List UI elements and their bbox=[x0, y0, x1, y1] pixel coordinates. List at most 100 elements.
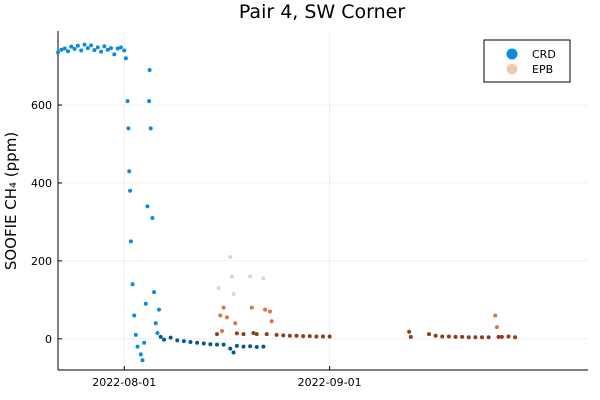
point-crd bbox=[152, 290, 157, 295]
point-epb bbox=[493, 313, 498, 318]
point-epb bbox=[287, 333, 292, 338]
point-crd bbox=[128, 188, 133, 193]
point-epb bbox=[453, 334, 458, 339]
point-epb bbox=[231, 292, 236, 297]
point-crd bbox=[228, 346, 233, 351]
point-epb bbox=[407, 329, 412, 334]
point-crd bbox=[109, 46, 113, 51]
point-epb bbox=[473, 335, 478, 340]
point-crd bbox=[231, 350, 236, 355]
point-crd bbox=[150, 216, 155, 221]
point-epb bbox=[264, 332, 269, 337]
point-epb bbox=[466, 335, 471, 340]
point-crd bbox=[153, 321, 158, 326]
point-crd bbox=[62, 46, 67, 51]
point-crd bbox=[201, 341, 206, 346]
point-crd bbox=[125, 99, 130, 104]
point-epb bbox=[513, 335, 518, 340]
point-crd bbox=[138, 352, 143, 357]
point-crd bbox=[105, 47, 110, 52]
point-epb bbox=[496, 334, 501, 339]
x-tick-label: 2022-08-01 bbox=[92, 376, 156, 389]
point-crd bbox=[175, 338, 180, 343]
point-epb bbox=[216, 286, 221, 291]
point-epb bbox=[251, 330, 256, 335]
grid bbox=[58, 31, 588, 370]
point-epb bbox=[221, 305, 226, 310]
point-crd bbox=[128, 239, 133, 244]
legend-marker-epb bbox=[506, 63, 518, 75]
point-crd bbox=[126, 126, 131, 131]
y-axis-label: SOOFIE CH₄ (ppm) bbox=[2, 132, 20, 270]
point-crd bbox=[95, 45, 100, 50]
point-epb bbox=[314, 334, 319, 339]
point-crd bbox=[158, 334, 163, 339]
point-crd bbox=[56, 50, 60, 55]
point-crd bbox=[69, 44, 74, 49]
point-epb bbox=[224, 315, 229, 320]
point-crd bbox=[123, 56, 128, 61]
point-crd bbox=[92, 48, 97, 53]
plot-frame bbox=[57, 31, 588, 371]
point-epb bbox=[480, 335, 484, 340]
point-epb bbox=[215, 332, 219, 337]
point-crd bbox=[221, 342, 226, 347]
point-crd bbox=[135, 344, 140, 349]
point-crd bbox=[115, 46, 120, 51]
point-epb bbox=[274, 332, 279, 337]
point-epb bbox=[219, 329, 224, 334]
point-crd bbox=[89, 43, 94, 48]
point-crd bbox=[133, 332, 138, 337]
point-epb bbox=[228, 255, 233, 259]
point-crd bbox=[75, 43, 80, 48]
point-epb bbox=[254, 332, 259, 337]
point-crd bbox=[59, 47, 64, 52]
y-tick-label: 400 bbox=[31, 177, 52, 190]
point-crd bbox=[79, 48, 84, 53]
y-tick-label: 200 bbox=[31, 255, 52, 268]
legend: CRD EPB bbox=[483, 39, 571, 83]
point-crd bbox=[162, 337, 166, 342]
point-crd bbox=[181, 339, 186, 344]
point-epb bbox=[234, 331, 239, 336]
point-epb bbox=[294, 333, 299, 338]
point-crd bbox=[102, 44, 107, 49]
point-crd bbox=[72, 46, 77, 51]
series-epb bbox=[215, 255, 518, 340]
point-epb bbox=[301, 334, 306, 339]
point-crd bbox=[261, 344, 266, 349]
point-epb bbox=[427, 332, 431, 337]
point-crd bbox=[127, 169, 132, 174]
point-crd bbox=[143, 301, 148, 306]
point-epb bbox=[269, 319, 274, 324]
legend-label-epb: EPB bbox=[532, 63, 553, 76]
point-crd bbox=[145, 204, 150, 209]
point-crd bbox=[188, 339, 193, 344]
chart-title: Pair 4, SW Corner bbox=[239, 1, 406, 23]
data-marks bbox=[56, 42, 518, 363]
point-crd bbox=[147, 99, 152, 104]
point-epb bbox=[486, 335, 491, 340]
point-epb bbox=[460, 334, 465, 339]
point-epb bbox=[218, 313, 223, 318]
point-crd bbox=[140, 358, 145, 363]
point-crd bbox=[130, 282, 135, 287]
point-crd bbox=[142, 340, 147, 345]
point-crd bbox=[168, 335, 173, 340]
point-epb bbox=[446, 334, 451, 339]
point-crd bbox=[241, 344, 246, 349]
point-crd bbox=[122, 48, 127, 53]
point-epb bbox=[321, 334, 325, 339]
point-crd bbox=[82, 42, 87, 47]
point-epb bbox=[499, 334, 504, 339]
legend-label-crd: CRD bbox=[532, 48, 556, 61]
point-crd bbox=[99, 49, 104, 54]
point-crd bbox=[148, 126, 153, 131]
point-epb bbox=[327, 334, 332, 339]
y-tick-label: 600 bbox=[31, 99, 52, 112]
point-crd bbox=[112, 52, 117, 57]
point-epb bbox=[433, 333, 438, 338]
point-crd bbox=[157, 307, 162, 312]
point-epb bbox=[408, 334, 413, 339]
x-tick-label: 2022-09-01 bbox=[298, 376, 362, 389]
